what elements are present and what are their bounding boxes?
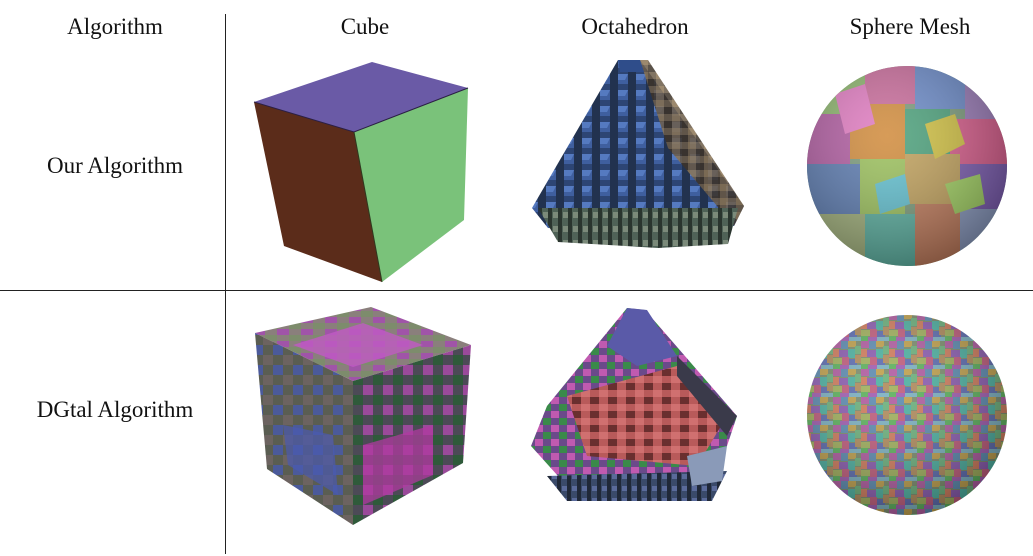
our-octahedron-render: [528, 58, 748, 248]
dgtal-sphere-mesh-render: [805, 313, 1010, 518]
our-sphere-mesh-render: [805, 64, 1010, 269]
dgtal-octahedron-render: [527, 306, 747, 506]
header-octahedron: Octahedron: [581, 14, 689, 39]
column-divider: [225, 14, 226, 554]
row-label-our-algorithm: Our Algorithm: [46, 153, 184, 178]
header-algorithm: Algorithm: [67, 14, 163, 39]
header-sphere-mesh: Sphere Mesh: [849, 14, 971, 39]
row-label-dgtal-algorithm: DGtal Algorithm: [36, 397, 194, 422]
row-divider: [0, 290, 1033, 291]
dgtal-cube-render: [253, 305, 473, 527]
our-cube-render: [250, 60, 480, 285]
header-cube: Cube: [340, 14, 390, 39]
